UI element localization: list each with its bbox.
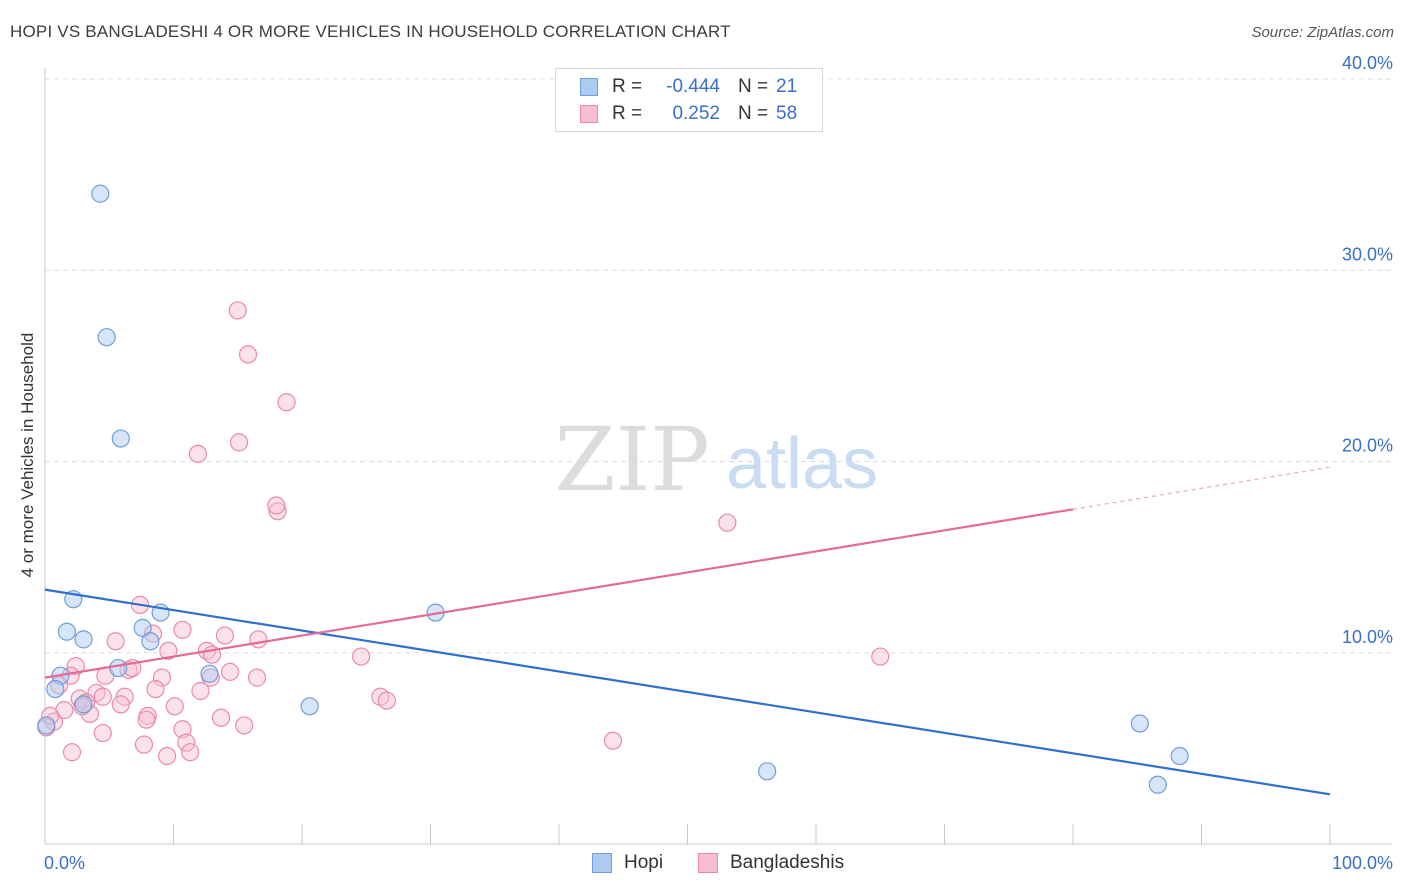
bangladeshi-point [220,662,240,681]
bangladeshi-point [229,433,249,452]
x-tick-label-min: 0.0% [44,853,85,873]
bangladeshi-point [188,444,208,463]
bangladeshi-point [211,708,231,727]
bangladeshi-point [277,393,296,412]
bangladeshi-point [352,647,371,666]
bangladeshi-point [111,695,130,714]
hopi-point [133,618,152,637]
bangladeshi-point [165,697,184,716]
hopi-point [109,658,128,678]
hopi-point [46,679,65,699]
bangladeshi-r-label: R = [612,103,643,124]
tick-labels: 10.0% 20.0% 30.0% 40.0% 0.0% 100.0% [44,53,1393,873]
hopi-point [200,664,219,683]
y-tick-label: 40.0% [1342,53,1393,73]
hopi-point [1170,746,1189,766]
hopi-r-value: -0.444 [666,76,720,97]
bottom-hopi-label: Hopi [624,852,664,873]
bangladeshi-swatch [580,105,598,123]
bottom-bangladeshi-label: Bangladeshis [730,852,845,873]
bangladeshi-point [215,626,234,645]
bangladeshi-trend-extension [1072,466,1331,510]
bangladeshi-point [718,513,737,532]
axes [44,68,1392,845]
bangladeshi-point [134,735,154,754]
hopi-point [37,716,56,735]
watermark: ZIP atlas [554,408,878,511]
bangladeshi-point [871,647,890,666]
y-tick-label: 20.0% [1342,436,1393,456]
source-label: Source: ZipAtlas.com [1251,24,1394,41]
hopi-point [1148,775,1167,794]
bangladeshi-point [173,620,192,639]
bangladeshi-point [247,668,267,687]
bottom-hopi-swatch [592,853,612,873]
bangladeshi-point [62,743,82,762]
watermark-zip: ZIP [554,408,709,511]
legend-row-hopi: R = -0.444 N = 21 [580,74,797,100]
hopi-point [57,622,76,641]
hopi-point [141,632,160,651]
bangladeshi-r-value: 0.252 [672,103,720,124]
hopi-r-label: R = [612,76,643,97]
bangladeshi-point [238,345,258,364]
bangladeshi-point [106,632,125,651]
series-bangladeshis [37,301,890,766]
y-tick-label: 30.0% [1342,244,1393,264]
bangladeshi-point [146,679,165,699]
bangladeshi-point [159,641,178,660]
hopi-point [300,697,319,716]
hopi-point [91,184,110,203]
bangladeshi-point [191,681,210,701]
bangladeshi-point [93,723,112,743]
bangladeshi-point [173,720,192,739]
bangladeshi-trend-line [44,508,1074,679]
bangladeshi-point [249,630,268,649]
x-tick-label-max: 100.0% [1332,853,1393,873]
bangladeshi-point [228,301,247,320]
hopi-point [1130,714,1149,733]
hopi-trend-line [44,588,1331,796]
bangladeshi-point [268,502,287,521]
bangladeshi-n-value: 58 [776,103,798,124]
y-tick-label: 10.0% [1342,627,1393,647]
hopi-point [111,429,130,448]
bangladeshi-point [377,691,396,710]
hopi-swatch [580,78,598,96]
chart-title: HOPI VS BANGLADESHI 4 OR MORE VEHICLES I… [10,22,731,41]
hopi-n-value: 21 [776,76,798,97]
bangladeshi-point [181,743,200,762]
y-axis-label: 4 or more Vehicles in Household [18,332,37,578]
correlation-legend: R = -0.444 N = 21 R = 0.252 N = 58 [555,68,823,132]
hopi-point [758,762,777,781]
hopi-point [74,695,93,714]
bangladeshi-point [152,668,172,687]
bottom-bangladeshi-swatch [698,853,718,873]
bangladeshi-point [177,733,196,752]
bangladeshi-point [267,496,286,515]
watermark-atlas: atlas [726,424,878,504]
hopi-point [97,328,116,347]
bangladeshi-point [93,687,112,706]
bottom-legend-bangladeshi: Bangladeshis [698,852,844,874]
hopi-point [74,630,93,649]
bangladeshi-point [66,657,85,676]
hopi-n-label: N = [738,76,769,97]
legend-row-bangladeshi: R = 0.252 N = 58 [580,101,797,127]
trend-lines [44,466,1331,796]
bangladeshi-point [603,731,623,750]
series-hopi [37,184,1189,794]
bangladeshi-n-label: N = [738,103,769,124]
bottom-legend-hopi: Hopi [592,852,663,874]
bangladeshi-point [157,746,177,766]
bangladeshi-point [235,716,254,735]
bangladeshi-point [137,710,156,729]
